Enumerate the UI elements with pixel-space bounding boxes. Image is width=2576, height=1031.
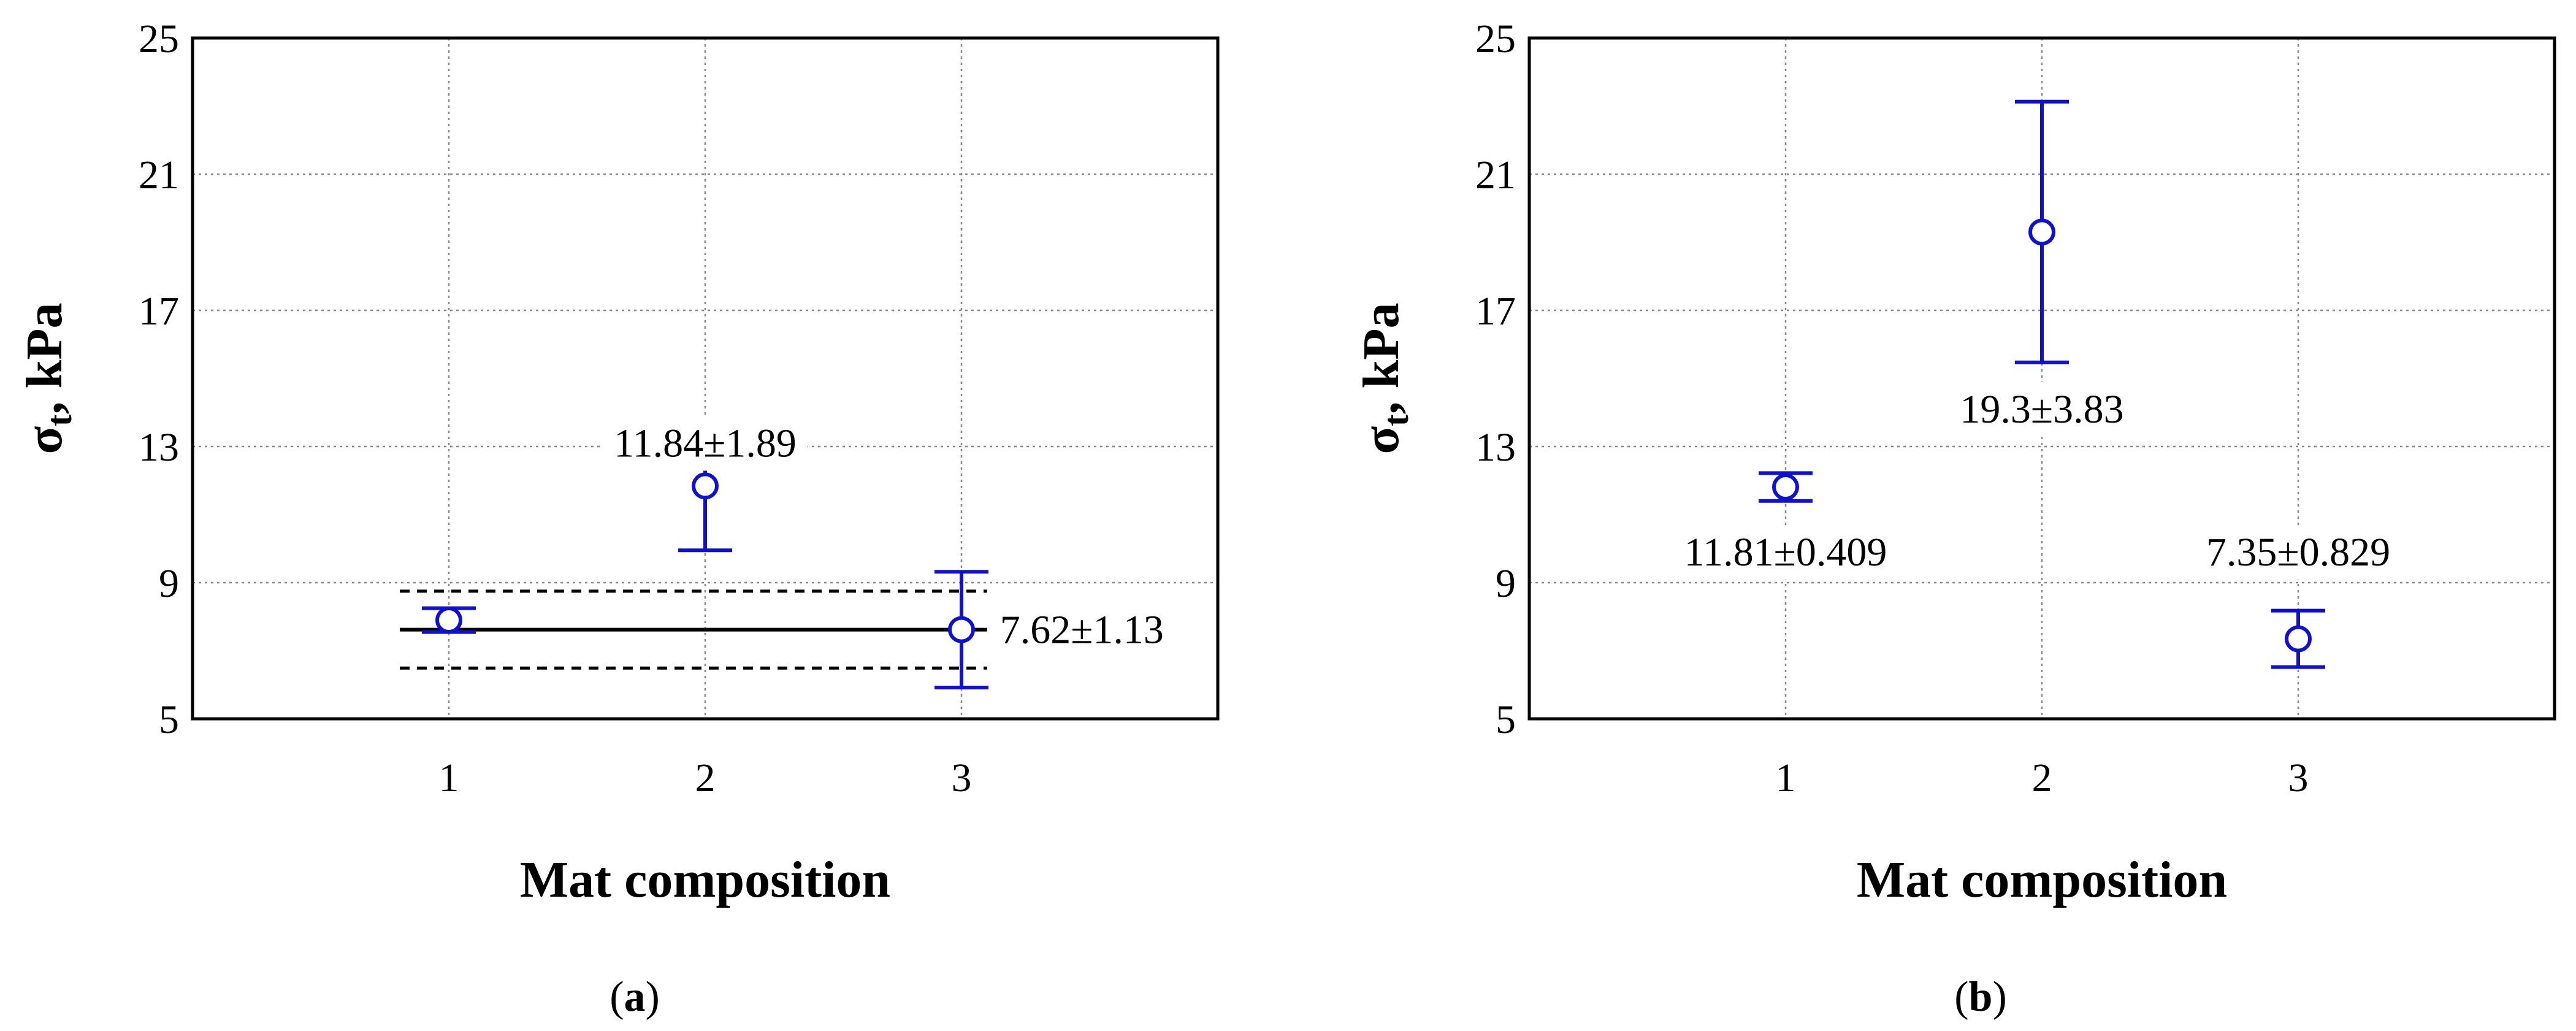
y-tick-label: 13 <box>139 425 179 470</box>
panel-label-open-b: ( <box>1954 973 1968 1021</box>
panel-label-open-a: ( <box>610 973 624 1021</box>
plot-frame-b <box>1527 36 2556 721</box>
annotation-backing <box>1949 381 2135 437</box>
data-point <box>2285 625 2312 653</box>
annotation-backing <box>1673 525 1898 580</box>
xticks-a: 1 2 3 <box>439 756 972 800</box>
panel-label-a: (a) <box>610 973 660 1021</box>
plot-frame-a <box>191 36 1220 721</box>
y-axis-title-subscript-b: t <box>1376 414 1416 426</box>
y-tick-label: 17 <box>139 289 179 334</box>
y-tick-label: 5 <box>1496 697 1516 742</box>
y-tick-label: 13 <box>1475 425 1516 470</box>
x-tick-label: 3 <box>952 756 972 800</box>
annotations-a: 11.84±1.89 7.62±1.13 <box>603 416 1175 657</box>
y-tick-label: 25 <box>1475 17 1516 61</box>
value-annotation: 11.81±0.409 <box>1684 530 1887 575</box>
y-tick-label: 5 <box>159 697 179 742</box>
y-axis-title-a: σt, kPa <box>16 302 79 454</box>
data-point <box>948 616 975 643</box>
x-tick-label: 1 <box>1776 756 1796 800</box>
xticks-b: 1 2 3 <box>1776 756 2309 800</box>
data-point <box>1772 473 1799 501</box>
y-axis-title-units-b: , kPa <box>1353 302 1410 414</box>
panel-label-letter-b: b <box>1969 973 1993 1021</box>
x-tick-label: 2 <box>2032 756 2052 800</box>
data-point <box>692 472 719 500</box>
data-point <box>2028 218 2055 246</box>
x-axis-title-a: Mat composition <box>520 851 890 908</box>
annotations-b: 11.81±0.409 19.3±3.83 7.35±0.829 <box>1673 381 2402 580</box>
x-tick-label: 2 <box>695 756 716 800</box>
y-tick-label: 25 <box>139 17 179 61</box>
yticks-a: 5 9 13 17 21 25 <box>139 17 179 742</box>
value-annotation: 19.3±3.83 <box>1960 387 2123 432</box>
x-axis-title-b: Mat composition <box>1857 851 2227 908</box>
panel-a: 5 9 13 17 21 25 1 2 3 11.84±1.89 7.62±1.13 σt, k… <box>16 17 1220 1021</box>
panel-label-b: (b) <box>1954 973 2007 1021</box>
series-b <box>1759 99 2325 669</box>
annotation-backing <box>988 602 1175 657</box>
grid-a <box>193 38 1218 719</box>
panel-label-close-b: ) <box>1992 973 2006 1021</box>
panel-label-close-a: ) <box>646 973 660 1021</box>
yticks-b: 5 9 13 17 21 25 <box>1475 17 1516 742</box>
grid-b <box>1529 38 2555 719</box>
data-point <box>435 607 462 634</box>
panel-label-letter-a: a <box>624 973 646 1021</box>
y-axis-title-b: σt, kPa <box>1353 302 1416 454</box>
y-tick-label: 9 <box>1496 561 1516 606</box>
y-axis-title-units-a: , kPa <box>16 302 73 414</box>
panel-b: 5 9 13 17 21 25 1 2 3 11.81±0.409 19.3±3.83 7.35±… <box>1353 17 2556 1021</box>
value-annotation: 11.84±1.89 <box>614 421 797 466</box>
y-axis-title-subscript-a: t <box>39 414 79 426</box>
y-tick-label: 21 <box>139 153 179 197</box>
annotation-backing <box>603 416 808 471</box>
value-annotation: 7.62±1.13 <box>1000 608 1164 653</box>
x-tick-label: 1 <box>439 756 459 800</box>
y-tick-label: 17 <box>1475 289 1516 334</box>
y-tick-label: 21 <box>1475 153 1516 197</box>
y-tick-label: 9 <box>159 561 179 606</box>
y-axis-title-symbol-a: σ <box>16 426 73 454</box>
y-axis-title-symbol-b: σ <box>1353 426 1410 454</box>
annotation-backing <box>2195 525 2402 580</box>
value-annotation: 7.35±0.829 <box>2206 530 2390 575</box>
x-tick-label: 3 <box>2288 756 2309 800</box>
reference-lines-a <box>400 589 987 670</box>
